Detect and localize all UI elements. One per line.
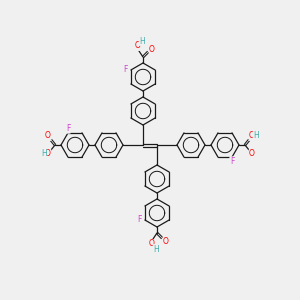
Text: O: O xyxy=(135,41,141,50)
Text: O: O xyxy=(45,149,51,158)
Text: F: F xyxy=(66,124,70,133)
Text: H: H xyxy=(153,244,159,253)
Text: O: O xyxy=(149,44,155,53)
Text: O: O xyxy=(163,236,169,245)
Text: O: O xyxy=(249,149,255,158)
Text: O: O xyxy=(45,131,51,140)
Text: F: F xyxy=(138,215,142,224)
Text: F: F xyxy=(124,65,128,74)
Text: O: O xyxy=(249,131,255,140)
Text: H: H xyxy=(41,149,47,158)
Text: O: O xyxy=(149,239,155,248)
Text: H: H xyxy=(253,131,259,140)
Text: F: F xyxy=(230,157,234,166)
Text: H: H xyxy=(139,37,145,46)
